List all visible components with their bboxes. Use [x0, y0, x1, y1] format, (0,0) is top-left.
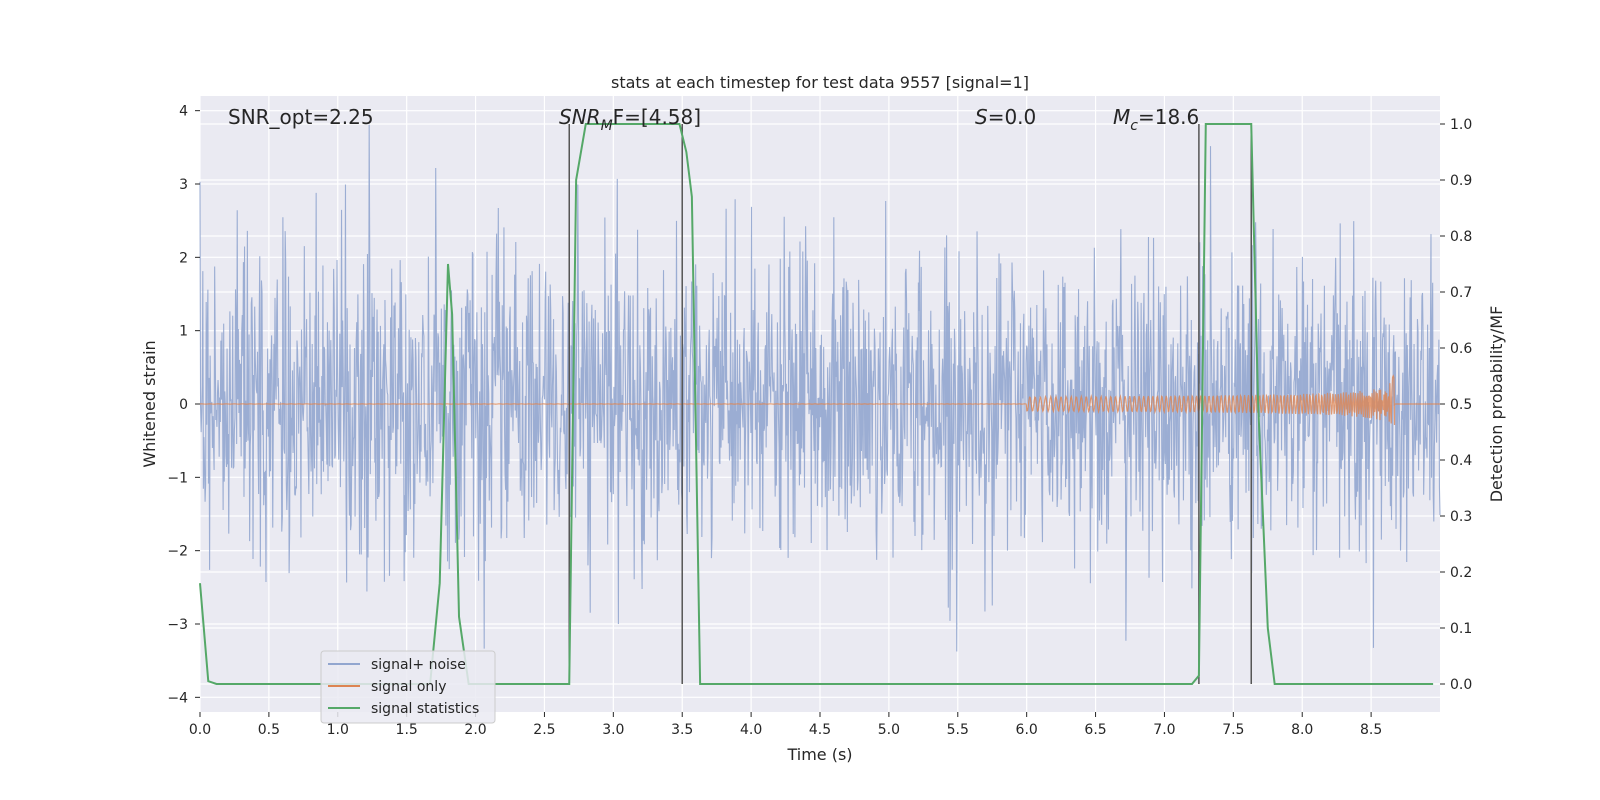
left-y-axis-label: Whitened strain [140, 340, 159, 467]
y-tick-label-left: −4 [167, 690, 188, 706]
legend-label-signal-only: signal only [371, 679, 446, 695]
snr-mf-sub: M [601, 118, 613, 134]
x-axis-ticks: 0.0 0.5 1.0 1.5 2.0 2.5 3.0 3.5 4.0 4.5 5.0 5.5 6.0 6… [189, 712, 1382, 738]
annotation-s: S=0.0 [975, 105, 1036, 129]
annotation-snr-mf: SNRMF=[4.58] [559, 105, 701, 134]
y-tick-label-left: 0 [179, 397, 188, 413]
y-tick-label-right: 0.2 [1450, 565, 1472, 581]
y-tick-label-right: 0.1 [1450, 621, 1472, 637]
x-tick-label: 3.0 [602, 722, 624, 738]
y-tick-label-left: 1 [179, 324, 188, 340]
legend-label-signal-statistics: signal statistics [371, 701, 479, 717]
snr-mf-prefix: SNR [559, 105, 601, 129]
x-tick-label: 0.5 [258, 722, 280, 738]
signal-plus-noise-line [199, 124, 1441, 652]
annotation-mc: Mc=18.6 [1113, 105, 1199, 134]
y-tick-label-right: 0.4 [1450, 453, 1472, 469]
y-tick-label-left: −3 [167, 617, 188, 633]
y-tick-label-right: 0.0 [1450, 677, 1472, 693]
y-tick-label-right: 0.7 [1450, 285, 1472, 301]
signal-only-series [199, 374, 1440, 425]
x-axis-label: Time (s) [786, 745, 852, 764]
x-tick-label: 0.0 [189, 722, 211, 738]
x-tick-label: 5.5 [947, 722, 969, 738]
chart-title: stats at each timestep for test data 955… [611, 73, 1029, 92]
y-tick-label-right: 0.6 [1450, 341, 1472, 357]
snr-mf-suffix: F=[4.58] [613, 105, 701, 129]
y-tick-label-left: 2 [179, 250, 188, 266]
y-tick-label-left: 3 [179, 177, 188, 193]
y-tick-label-right: 0.3 [1450, 509, 1472, 525]
y-tick-label-right: 1.0 [1450, 117, 1472, 133]
x-tick-label: 6.5 [1084, 722, 1106, 738]
vertical-markers [568, 124, 1252, 684]
x-tick-label: 8.0 [1291, 722, 1313, 738]
left-y-axis-ticks: 4 3 2 1 0 −1 −2 −3 −4 [167, 104, 200, 706]
signal-only-line [199, 374, 1440, 425]
legend: signal+ noise signal only signal statist… [320, 650, 496, 724]
right-y-axis-ticks: 1.0 0.9 0.8 0.7 0.6 0.5 0.4 0.3 0.2 0.1 0.0 [1440, 117, 1472, 693]
s-rest: =0.0 [988, 105, 1037, 129]
mc-sub: c [1130, 118, 1138, 134]
x-tick-label: 1.0 [327, 722, 349, 738]
x-tick-label: 4.5 [809, 722, 831, 738]
x-tick-label: 7.5 [1222, 722, 1244, 738]
y-tick-label-right: 0.9 [1450, 173, 1472, 189]
legend-label-signal-plus-noise: signal+ noise [371, 657, 466, 673]
legend-box [320, 650, 496, 724]
x-tick-label: 6.0 [1016, 722, 1038, 738]
signal-statistics-series [199, 123, 1434, 685]
y-tick-label-right: 0.8 [1450, 229, 1472, 245]
mc-rest: =18.6 [1138, 105, 1199, 129]
signal-statistics-line [199, 123, 1434, 685]
y-tick-label-left: −2 [167, 544, 188, 560]
y-tick-label-right: 0.5 [1450, 397, 1472, 413]
right-y-axis-label: Detection probability/MF [1487, 306, 1506, 503]
x-tick-label: 8.5 [1360, 722, 1382, 738]
x-tick-label: 1.5 [396, 722, 418, 738]
mc-italic: M [1113, 105, 1130, 129]
x-tick-label: 3.5 [671, 722, 693, 738]
annotation-snr-opt: SNR_opt=2.25 [228, 105, 374, 129]
x-tick-label: 7.0 [1153, 722, 1175, 738]
signal-plus-noise-series [199, 124, 1441, 652]
s-italic: S [975, 105, 988, 129]
x-tick-label: 2.5 [533, 722, 555, 738]
y-tick-label-left: 4 [179, 104, 188, 120]
y-tick-label-left: −1 [167, 470, 188, 486]
x-tick-label: 4.0 [740, 722, 762, 738]
x-tick-label: 2.0 [464, 722, 486, 738]
x-tick-label: 5.0 [878, 722, 900, 738]
